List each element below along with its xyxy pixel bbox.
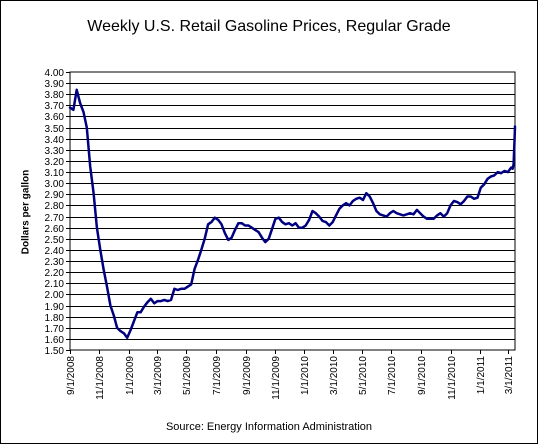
x-tick-label: 3/1/2010 — [329, 356, 340, 395]
y-tick-label: 4.00 — [45, 68, 65, 79]
y-tick-label: 2.20 — [45, 268, 65, 279]
y-tick-label: 1.60 — [45, 335, 65, 346]
y-tick-label: 2.70 — [45, 213, 65, 224]
x-tick-label: 3/1/2011 — [504, 356, 515, 395]
x-tick-label: 1/1/2009 — [125, 356, 136, 395]
y-tick-label: 3.60 — [45, 112, 65, 123]
x-tick-label: 7/1/2010 — [387, 356, 398, 395]
x-tick-label: 9/1/2010 — [417, 356, 428, 395]
x-tick-label: 3/1/2009 — [153, 356, 164, 395]
y-tick-label: 3.30 — [45, 146, 65, 157]
x-tick-label: 9/1/2009 — [242, 356, 253, 395]
x-axis-ticks: 9/1/2008 11/1/2008 1/1/2009 3/1/2009 5/1/200… — [66, 350, 515, 400]
plot-area — [69, 71, 516, 351]
x-tick-label: 9/1/2008 — [66, 356, 77, 395]
y-tick-label: 3.40 — [45, 135, 65, 146]
y-tick-label: 3.20 — [45, 157, 65, 168]
y-tick-label: 2.50 — [45, 235, 65, 246]
y-tick-label: 3.80 — [45, 90, 65, 101]
y-tick-label: 3.70 — [45, 101, 65, 112]
y-tick-label: 3.00 — [45, 179, 65, 190]
y-tick-label: 2.40 — [45, 246, 65, 257]
y-tick-label: 3.10 — [45, 168, 65, 179]
y-tick-label: 2.60 — [45, 224, 65, 235]
y-tick-label: 2.90 — [45, 190, 65, 201]
x-tick-label: 5/1/2010 — [358, 356, 369, 395]
chart-title: Weekly U.S. Retail Gasoline Prices, Regu… — [87, 18, 451, 35]
y-tick-label: 1.50 — [45, 346, 65, 357]
y-axis-ticks: 1.501.601.701.801.902.002.102.202.302.40… — [45, 68, 70, 357]
y-tick-label: 1.70 — [45, 324, 65, 335]
y-tick-label: 1.90 — [45, 302, 65, 313]
y-tick-label: 3.90 — [45, 79, 65, 90]
x-tick-label: 1/1/2010 — [300, 356, 311, 395]
y-tick-label: 3.50 — [45, 124, 65, 135]
x-tick-label: 11/1/2009 — [271, 356, 282, 400]
x-tick-label: 11/1/2008 — [95, 356, 106, 400]
x-tick-label: 5/1/2009 — [182, 356, 193, 395]
x-tick-label: 1/1/2011 — [476, 356, 487, 395]
series-layer — [68, 88, 517, 340]
y-tick-label: 2.80 — [45, 201, 65, 212]
source-note: Source: Energy Information Administratio… — [165, 421, 373, 433]
y-tick-label: 2.30 — [45, 257, 65, 268]
series-line — [68, 88, 517, 340]
y-tick-label: 2.00 — [45, 290, 65, 301]
x-tick-label: 11/1/2010 — [447, 356, 458, 400]
y-tick-label: 2.10 — [45, 279, 65, 290]
x-tick-label: 7/1/2009 — [212, 356, 223, 395]
y-tick-label: 1.80 — [45, 313, 65, 324]
